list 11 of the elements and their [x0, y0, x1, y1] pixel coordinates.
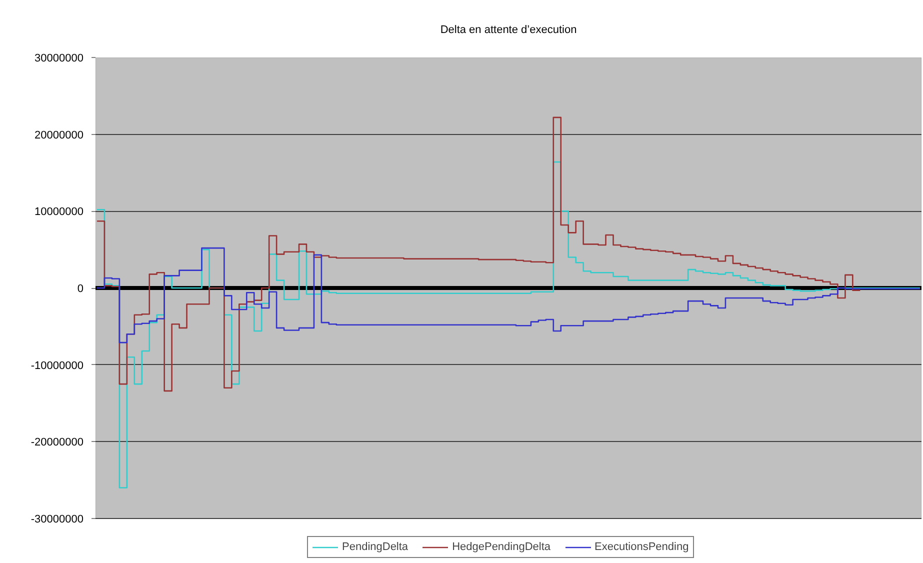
legend-label: HedgePendingDelta	[452, 541, 551, 553]
y-tick-label: 0	[77, 283, 84, 295]
y-tick-label: -10000000	[30, 360, 84, 372]
legend-label: PendingDelta	[342, 541, 408, 553]
y-tick-label: 10000000	[34, 206, 84, 218]
legend-label: ExecutionsPending	[594, 541, 689, 553]
chart-title: Delta en attente d’execution	[440, 24, 577, 36]
y-tick-label: 30000000	[34, 52, 84, 64]
y-tick-label: -30000000	[30, 514, 84, 526]
y-tick-label: 20000000	[34, 129, 84, 142]
y-tick-label: -20000000	[30, 436, 84, 449]
